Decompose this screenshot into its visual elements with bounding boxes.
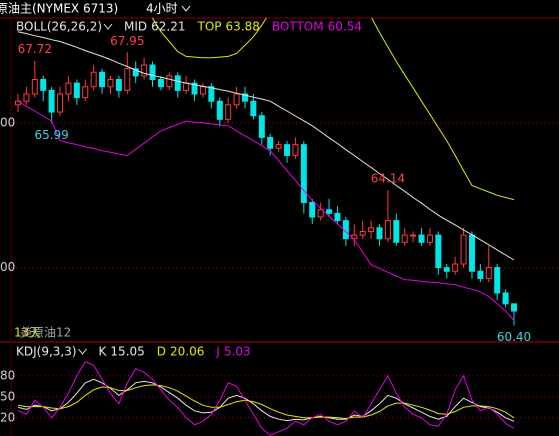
indicator-label: BOLL(26,26,2)	[16, 20, 102, 34]
candle-body	[452, 263, 459, 272]
low-label: 65.99	[34, 128, 68, 142]
candle-body	[410, 234, 417, 237]
candle-body	[99, 71, 106, 88]
candle-body	[183, 82, 190, 91]
candle-body	[485, 267, 492, 279]
candle-body	[157, 79, 164, 88]
candle-body	[284, 144, 291, 156]
candle-body	[300, 144, 307, 204]
high-label: 67.72	[18, 42, 52, 56]
legend-name: J	[215, 345, 220, 359]
legend-value: 60.54	[328, 20, 362, 34]
kdj-plot	[12, 361, 559, 436]
candle-body	[141, 64, 148, 77]
candle-body	[208, 86, 215, 102]
legend-value: 63.88	[226, 20, 260, 34]
candle-body	[468, 234, 475, 272]
candle-body	[216, 100, 223, 120]
candle-body	[435, 234, 442, 269]
candle-body	[359, 230, 366, 236]
low-label: 60.40	[497, 330, 531, 344]
candle-body	[275, 144, 282, 149]
candle-body	[31, 79, 38, 95]
candle-body	[191, 82, 198, 95]
candle-body	[23, 93, 30, 102]
y-tick-label: 50	[0, 389, 15, 403]
candle-body	[267, 136, 274, 149]
candle-body	[326, 209, 333, 214]
candle-body	[48, 89, 55, 113]
line-k	[17, 378, 515, 422]
candle-body	[334, 212, 341, 222]
candle-body	[115, 79, 122, 91]
candle-body	[57, 93, 64, 113]
y-tick-label: 00	[0, 115, 15, 129]
candle-body	[40, 79, 47, 91]
legend-name: D	[157, 345, 166, 359]
legend-value: 5.03	[224, 345, 251, 359]
line-top	[151, 18, 515, 201]
candle-body	[384, 220, 391, 240]
period-chevron[interactable]	[181, 5, 191, 12]
y-tick-label: 00	[0, 260, 15, 274]
legend-name: K	[99, 345, 108, 359]
candle-body	[426, 234, 433, 243]
indicator-label: KDJ(9,3,3)	[16, 345, 77, 359]
high-label: 64.14	[371, 172, 405, 186]
candle-body	[225, 104, 232, 120]
candle-body	[90, 71, 97, 88]
candle-body	[460, 234, 467, 265]
candle-body	[292, 144, 299, 156]
symbol-title[interactable]: 原油主(NYMEX 6713)	[0, 2, 118, 16]
candle-body	[166, 75, 173, 88]
candle-body	[199, 86, 206, 95]
note: 美原油12	[20, 326, 71, 340]
candle-body	[241, 93, 248, 102]
high-label: 67.95	[110, 34, 144, 48]
line-j	[17, 361, 515, 436]
candle-body	[107, 79, 114, 88]
legend-value: 62.21	[151, 20, 185, 34]
candle-body	[393, 220, 400, 243]
line-bottom	[17, 100, 515, 321]
candle-body	[250, 100, 257, 117]
candle-body	[443, 267, 450, 272]
legend-value: 20.06	[170, 345, 204, 359]
indicator-chevron	[103, 23, 113, 30]
indicator-chevron	[78, 348, 87, 355]
candle-body	[149, 64, 156, 81]
candle-body	[132, 68, 139, 77]
candle-body	[124, 68, 131, 91]
line-d	[17, 384, 515, 420]
candle-body	[368, 227, 375, 232]
legend-name: BOTTOM	[272, 20, 324, 34]
period-selector[interactable]: 4小时	[146, 2, 178, 16]
candle-body	[73, 82, 80, 99]
candle-body	[511, 303, 517, 312]
candle-body	[65, 82, 72, 95]
candle-body	[376, 227, 383, 240]
candle-body	[258, 115, 265, 138]
main-plot	[12, 18, 559, 326]
note: 13天	[14, 326, 41, 340]
legend-value: 15.05	[110, 345, 144, 359]
candle-body	[233, 93, 240, 106]
y-tick-label: 80	[0, 368, 15, 382]
candle-body	[317, 209, 324, 218]
line-mid	[17, 31, 515, 261]
candle-body	[174, 75, 181, 91]
legend-name: MID	[124, 20, 147, 34]
candle-body	[82, 86, 89, 99]
candle-body	[477, 270, 484, 279]
candle-body	[502, 292, 509, 305]
y-tick-label: 20	[0, 410, 15, 424]
candle-body	[418, 234, 425, 243]
candle-body	[309, 202, 316, 218]
candle-body	[494, 267, 501, 294]
candle-body	[401, 234, 408, 243]
legend-name: TOP	[197, 20, 222, 34]
